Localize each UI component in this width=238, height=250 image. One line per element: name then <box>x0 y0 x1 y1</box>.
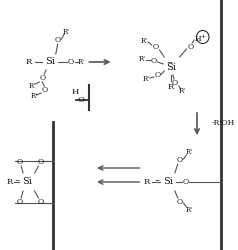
Text: −: − <box>15 178 20 182</box>
Text: O: O <box>177 156 183 164</box>
Text: O: O <box>16 158 22 166</box>
Text: O: O <box>154 71 161 79</box>
Text: O: O <box>37 198 43 206</box>
Text: R': R' <box>141 37 148 45</box>
Text: O: O <box>39 74 45 82</box>
Text: R: R <box>168 83 174 91</box>
Text: O: O <box>37 158 43 166</box>
Text: R': R' <box>31 92 38 100</box>
Text: R': R' <box>179 87 186 95</box>
Text: O: O <box>153 43 159 51</box>
Text: Si: Si <box>163 178 173 186</box>
Text: Si: Si <box>45 58 55 66</box>
Text: R': R' <box>63 28 70 36</box>
Text: Si: Si <box>22 178 32 186</box>
Text: +: + <box>200 34 205 40</box>
Text: R': R' <box>186 206 193 214</box>
Text: R: R <box>26 58 32 66</box>
Text: O: O <box>151 57 157 65</box>
Text: O: O <box>55 36 61 44</box>
Text: O: O <box>41 86 47 94</box>
Text: R: R <box>6 178 13 186</box>
Text: O: O <box>77 96 84 104</box>
Text: R': R' <box>143 75 150 83</box>
Text: O: O <box>182 178 188 186</box>
Text: R': R' <box>77 58 84 66</box>
Text: O: O <box>187 43 193 51</box>
Text: H: H <box>195 35 201 43</box>
Text: O: O <box>16 198 22 206</box>
Text: O: O <box>172 79 178 87</box>
Text: O: O <box>68 58 74 66</box>
Text: R': R' <box>139 55 146 63</box>
Text: O: O <box>177 198 183 206</box>
Text: Si: Si <box>166 62 176 72</box>
Text: R: R <box>144 178 150 186</box>
Text: R': R' <box>186 148 193 156</box>
Text: R': R' <box>29 82 36 90</box>
Text: H: H <box>71 88 79 96</box>
Text: −: − <box>154 178 159 182</box>
Text: −: − <box>166 59 172 67</box>
Text: -R'OH: -R'OH <box>211 119 235 127</box>
